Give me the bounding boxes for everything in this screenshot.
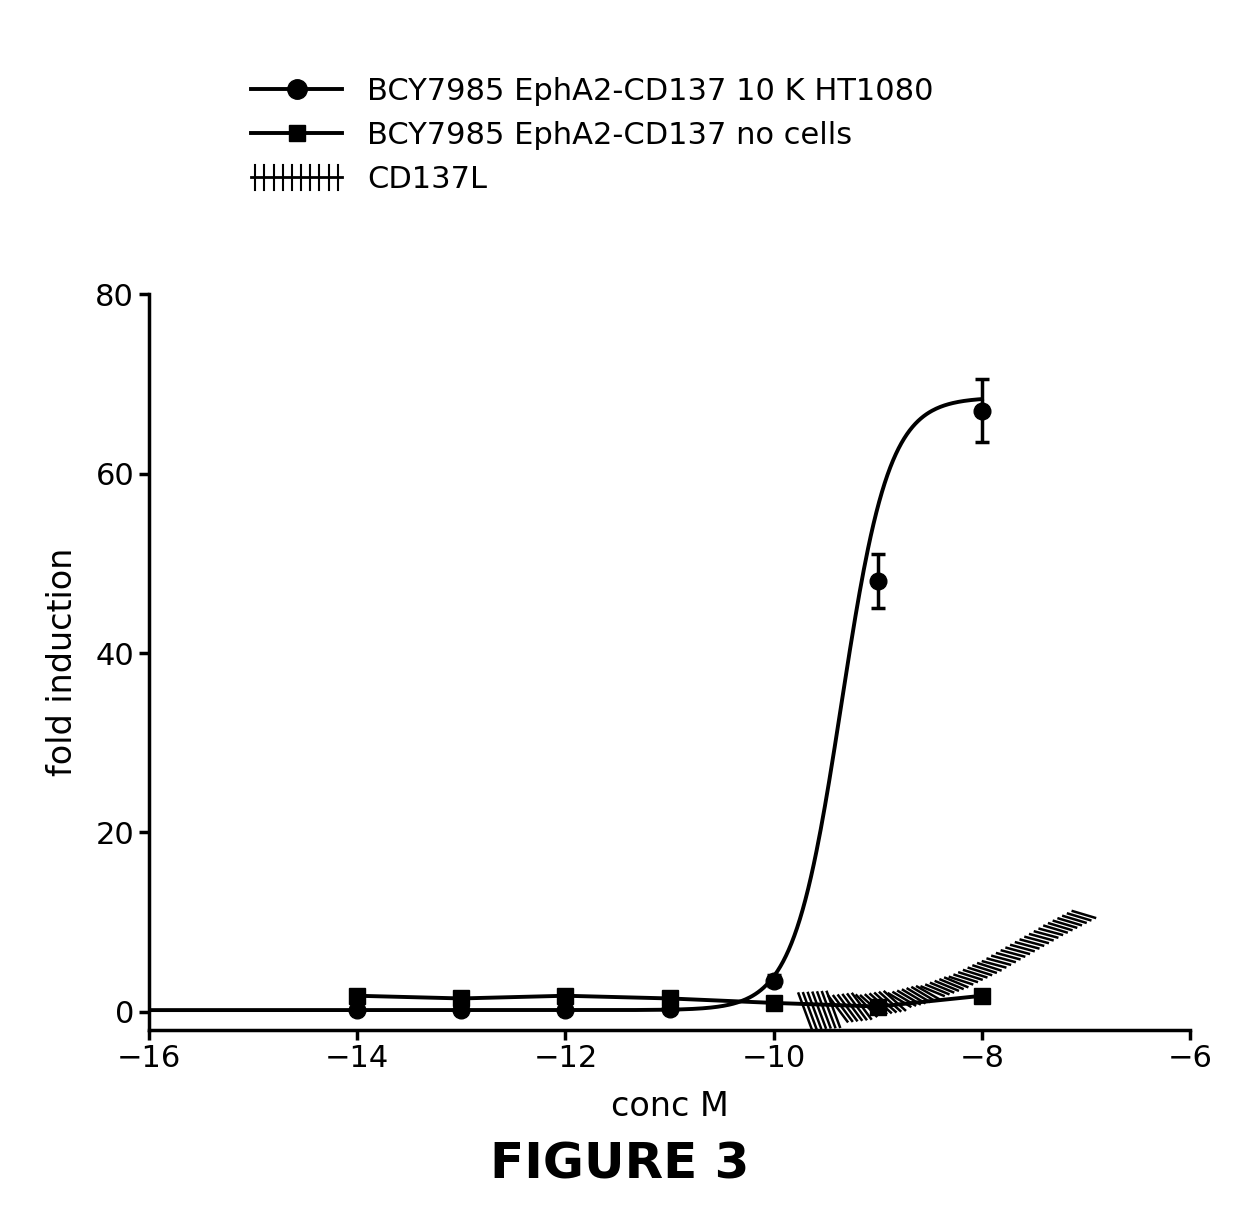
X-axis label: conc M: conc M [611, 1090, 728, 1123]
Y-axis label: fold induction: fold induction [46, 548, 78, 776]
Legend: BCY7985 EphA2-CD137 10 K HT1080, BCY7985 EphA2-CD137 no cells, CD137L: BCY7985 EphA2-CD137 10 K HT1080, BCY7985… [238, 64, 946, 206]
Text: FIGURE 3: FIGURE 3 [490, 1140, 750, 1189]
